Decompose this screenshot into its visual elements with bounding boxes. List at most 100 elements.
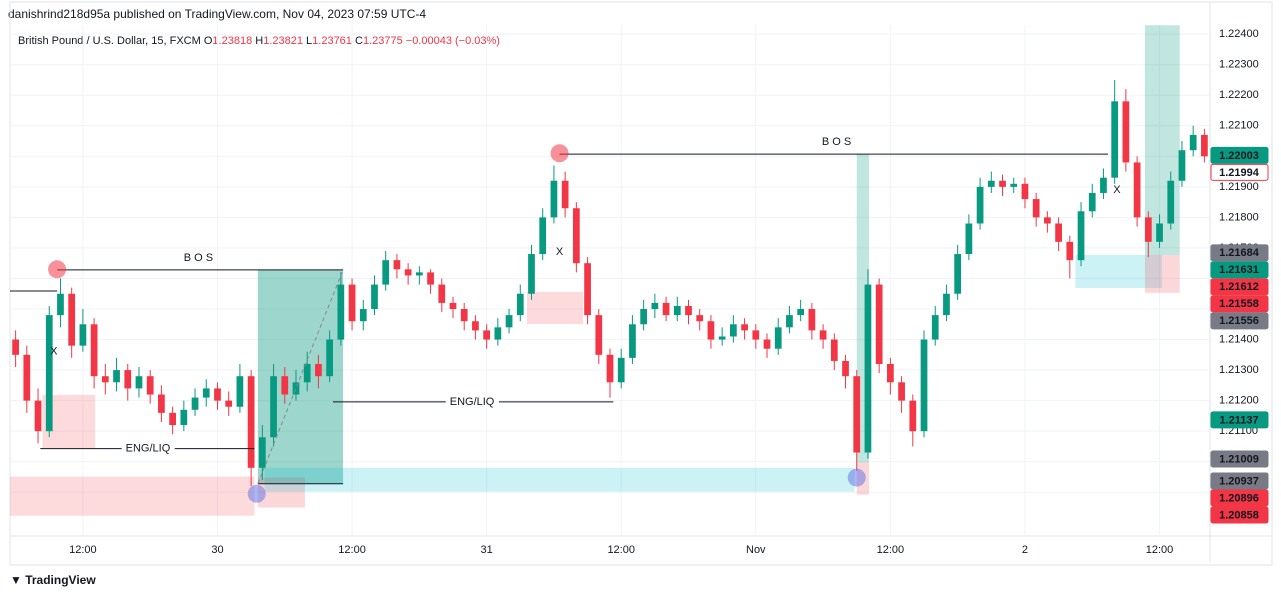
candle-body: [1133, 162, 1141, 218]
x-tick-label: 12:00: [607, 544, 635, 556]
candle-body: [651, 302, 659, 310]
candle-body: [887, 363, 894, 383]
candle-body: [572, 208, 580, 264]
zone: [257, 477, 305, 508]
x-tick-label: 12:00: [877, 544, 905, 556]
y-tick-label: 1.21400: [1219, 333, 1259, 345]
x-tick-label: Nov: [746, 544, 766, 556]
price-label-box: [1210, 450, 1269, 468]
candle-body: [550, 180, 558, 218]
candle-body: [1044, 217, 1051, 224]
candle-body: [987, 180, 995, 187]
candle-body: [225, 400, 233, 407]
candle-body: [101, 376, 109, 383]
candle-body: [1055, 223, 1062, 242]
candle-body: [393, 260, 401, 270]
price-label: 1.21556: [1219, 315, 1259, 327]
candle-body: [12, 339, 19, 355]
price-label: 1.20858: [1219, 509, 1259, 521]
annotation: ENG/LIQ: [450, 396, 495, 408]
ohlc-label: O: [203, 35, 213, 47]
x-tick-label: 12:00: [69, 544, 97, 556]
y-tick-label: 1.22300: [1219, 59, 1259, 71]
candle-body: [281, 376, 289, 395]
annotation: X: [1113, 184, 1121, 196]
price-label: 1.21612: [1219, 281, 1259, 293]
candle-body: [90, 324, 98, 377]
chart: 1.224001.223001.222001.221001.220001.219…: [9, 1, 1273, 566]
candle-body: [864, 284, 872, 453]
brand: ▼ TradingView: [10, 573, 96, 587]
candle-body: [247, 376, 255, 468]
annotation: X: [50, 346, 58, 358]
x-tick-label: 2: [1022, 544, 1028, 556]
candle-body: [1144, 217, 1152, 242]
y-tick-label: 1.22400: [1219, 28, 1259, 40]
candle-body: [371, 284, 378, 310]
plot: B O S B O S ENG/LIQ ENG/LIQ X X X: [10, 25, 1208, 516]
candle-body: [169, 412, 176, 426]
y-tick-label: 1.22100: [1219, 120, 1259, 132]
candle-body: [258, 437, 266, 468]
annotation: X: [556, 246, 564, 258]
candle-body: [662, 302, 670, 316]
x-tick-label: 31: [481, 544, 493, 556]
candle-body: [23, 354, 31, 401]
price-label: 1.21631: [1219, 264, 1259, 276]
zone: [527, 291, 584, 324]
candle-body: [1122, 101, 1130, 163]
candle-body: [584, 263, 591, 316]
price-label-box: [1210, 312, 1269, 330]
candle-body: [427, 272, 434, 285]
price-label: 1.21009: [1219, 453, 1259, 465]
candle-body: [1111, 101, 1119, 178]
candle-body: [696, 315, 704, 322]
candle-body: [819, 330, 827, 340]
price-label: 1.20896: [1219, 492, 1259, 504]
annotation-bg: [121, 442, 175, 455]
candle-body: [752, 330, 760, 340]
candle-body: [34, 400, 42, 432]
ohlc-label: C: [354, 35, 363, 47]
x-tick-label: 12:00: [1146, 544, 1174, 556]
annotation: B O S: [822, 136, 851, 148]
candle-body: [1010, 183, 1018, 187]
price-label-box: [1210, 278, 1269, 296]
candle-body: [68, 293, 76, 346]
candle-body: [494, 327, 502, 340]
price-label-box: [1210, 411, 1269, 429]
brand-text: TradingView: [25, 573, 96, 587]
x-tick-label: 30: [211, 544, 223, 556]
candle-body: [1178, 150, 1186, 181]
price-label: 1.21558: [1219, 298, 1259, 310]
candle-body: [853, 376, 861, 453]
price-label-box: [1210, 489, 1269, 507]
price-label-box: [1210, 163, 1269, 181]
candle-body: [797, 309, 805, 316]
candle-body: [415, 272, 423, 276]
candle-body: [292, 382, 300, 395]
candle-body: [57, 293, 64, 316]
candle-body: [606, 354, 614, 383]
candle-body: [1088, 192, 1096, 212]
zone: [1144, 254, 1180, 293]
legend: British Pound / U.S. Dollar, 15, FXCM O1…: [18, 35, 500, 47]
candle-body: [438, 284, 446, 303]
candle-body: [1077, 211, 1085, 261]
candle-body: [1167, 180, 1175, 224]
marker: [550, 144, 569, 163]
price-label: 1.20937: [1219, 475, 1259, 487]
price-label-box: [1210, 244, 1269, 262]
y-tick-label: 1.21300: [1219, 364, 1259, 376]
candle-body: [528, 254, 535, 294]
ohlc-value: 1.23775: [362, 35, 403, 47]
candle-body: [561, 180, 569, 209]
ohlc: O1.23818 H1.23821 L1.23761 C1.23775: [204, 35, 406, 47]
candle-body: [180, 409, 188, 426]
candle-body: [359, 309, 367, 322]
candle-body: [786, 315, 793, 328]
candle-body: [730, 324, 737, 337]
candle-body: [79, 324, 87, 346]
candle-body: [270, 376, 277, 438]
